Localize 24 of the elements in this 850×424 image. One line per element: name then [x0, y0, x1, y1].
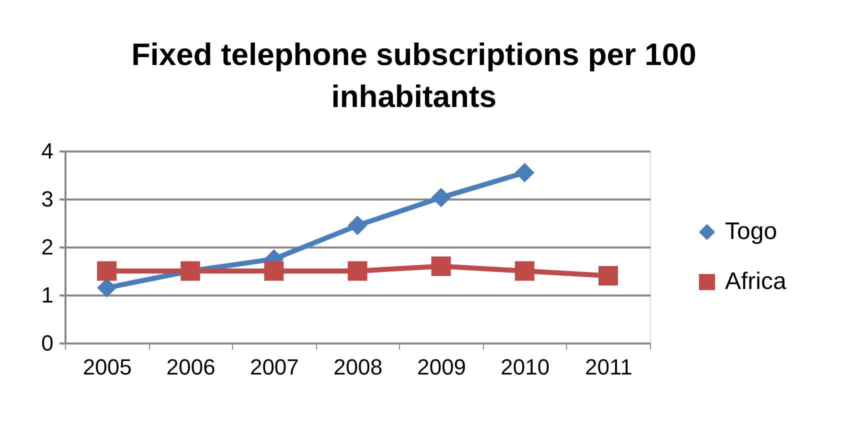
- point: [348, 261, 368, 281]
- x-tick-label: 2009: [417, 354, 466, 380]
- point: [514, 162, 534, 182]
- point: [348, 216, 368, 236]
- point: [514, 261, 534, 281]
- chart-title: Fixed telephone subscriptions per 100 inhabitants: [131, 37, 696, 114]
- legend-label: Togo: [725, 218, 778, 246]
- x-tick-label: 2011: [585, 354, 632, 380]
- legend-label: Africa: [725, 268, 787, 296]
- y-tick-label: 3: [41, 186, 54, 212]
- y-tick-label: 1: [41, 282, 54, 308]
- point: [598, 266, 618, 286]
- x-tick-label: 2008: [334, 354, 382, 380]
- y-tick-label: 2: [41, 234, 54, 260]
- x-tick-label: 2010: [500, 354, 550, 380]
- y-tick-label: 0: [41, 330, 54, 356]
- point: [97, 261, 117, 281]
- point: [431, 188, 451, 208]
- x-tick-label: 2005: [82, 354, 132, 380]
- x-tick-label: 2007: [250, 354, 299, 380]
- y-tick-label: 4: [41, 138, 54, 164]
- point: [431, 256, 451, 276]
- x-tick-label: 2006: [166, 354, 216, 380]
- point: [264, 261, 284, 281]
